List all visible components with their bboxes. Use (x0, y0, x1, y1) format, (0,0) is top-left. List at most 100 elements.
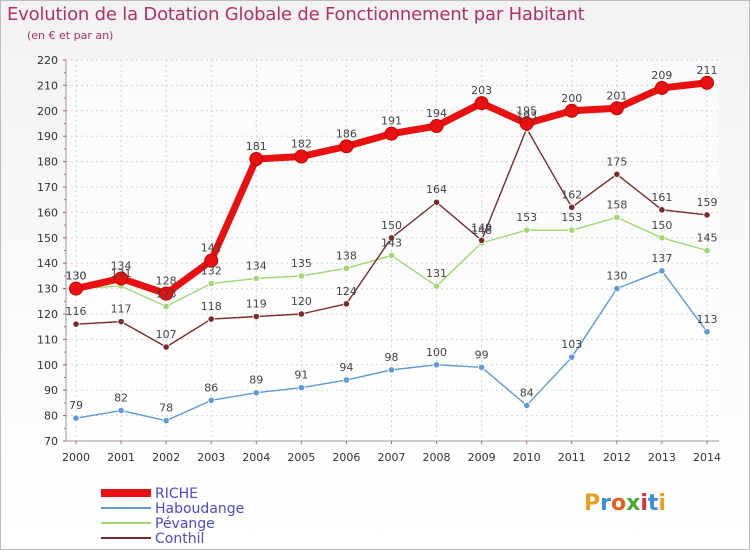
y-tick-label: 180 (37, 156, 58, 169)
y-tick-label: 130 (37, 283, 58, 296)
data-point-conthil (252, 312, 260, 321)
data-point-haboudange (703, 328, 711, 336)
data-point-haboudange (387, 366, 396, 374)
data-label-p-vange: 153 (561, 211, 582, 224)
logo-letter: t (647, 491, 659, 516)
data-label-riche: 130 (66, 270, 87, 283)
data-point-conthil (703, 211, 711, 219)
y-tick-label: 100 (37, 359, 58, 372)
data-label-haboudange: 113 (696, 313, 717, 326)
logo-letter: x (626, 491, 641, 516)
logo-letter: o (610, 491, 627, 516)
data-point-riche (159, 286, 174, 301)
data-label-haboudange: 94 (339, 361, 353, 374)
data-point-p-vange (297, 272, 305, 280)
y-tick-label: 170 (37, 181, 58, 194)
data-point-haboudange (297, 384, 305, 392)
data-label-riche: 211 (696, 64, 717, 77)
data-label-conthil: 119 (246, 298, 267, 311)
data-point-riche (474, 96, 489, 111)
data-label-riche: 141 (201, 242, 222, 255)
x-tick-label: 2003 (197, 451, 225, 464)
data-label-conthil: 107 (156, 328, 177, 341)
data-label-haboudange: 137 (651, 252, 672, 265)
data-point-haboudange (613, 284, 621, 293)
data-point-conthil (72, 320, 80, 328)
data-point-p-vange (387, 251, 396, 260)
data-point-p-vange (613, 213, 621, 222)
data-point-riche (519, 116, 534, 131)
y-tick-label: 70 (44, 435, 58, 448)
y-tick-label: 150 (37, 232, 58, 245)
data-label-riche: 191 (381, 115, 402, 128)
data-point-p-vange (252, 274, 260, 283)
data-label-haboudange: 130 (606, 270, 627, 283)
x-tick-label: 2013 (648, 451, 676, 464)
data-point-haboudange (117, 406, 125, 415)
plot-area (66, 60, 719, 441)
data-point-riche (114, 271, 129, 286)
data-point-p-vange (207, 279, 215, 288)
legend-label-haboudange: Haboudange (155, 501, 244, 517)
y-tick-label: 110 (37, 333, 58, 346)
data-point-riche (294, 149, 309, 164)
data-point-riche (69, 281, 83, 296)
data-point-riche (384, 126, 399, 141)
data-point-conthil (297, 310, 305, 318)
y-tick-label: 200 (37, 105, 58, 118)
data-point-riche (429, 119, 444, 134)
data-label-riche: 128 (156, 275, 177, 288)
logo-letter: i (658, 491, 666, 516)
x-tick-label: 2008 (423, 451, 451, 464)
data-point-conthil (658, 206, 666, 214)
data-point-haboudange (523, 401, 531, 410)
data-label-conthil: 120 (291, 295, 312, 308)
legend-label-p-vange: Pévange (155, 516, 215, 532)
data-label-conthil: 162 (561, 188, 582, 201)
data-label-p-vange: 148 (471, 224, 492, 237)
data-label-haboudange: 91 (294, 369, 308, 382)
grid (66, 59, 719, 442)
data-point-conthil (478, 236, 486, 244)
data-label-p-vange: 131 (426, 267, 447, 280)
proxiti-logo: Proxiti (584, 491, 666, 516)
data-label-conthil: 116 (66, 305, 87, 318)
y-tick-label: 140 (37, 257, 58, 270)
data-label-riche: 181 (246, 140, 267, 153)
data-point-conthil (117, 318, 125, 326)
data-point-p-vange (523, 226, 531, 234)
data-label-conthil: 193 (516, 110, 537, 123)
chart-title: Evolution de la Dotation Globale de Fonc… (7, 4, 585, 25)
data-point-p-vange (342, 264, 351, 272)
data-label-riche: 194 (426, 107, 447, 120)
y-tick-label: 80 (44, 410, 58, 423)
data-labels: 79 82 78 86 89 91 94 98 100 99 84 103 130 137 113 130 13… (66, 64, 718, 415)
data-label-p-vange: 150 (651, 219, 672, 232)
series (69, 75, 714, 425)
x-tick-label: 2011 (558, 451, 586, 464)
data-point-riche (609, 101, 624, 116)
x-tick-label: 2009 (468, 451, 496, 464)
data-point-p-vange (568, 226, 576, 234)
data-point-haboudange (252, 389, 260, 397)
data-label-p-vange: 131 (111, 267, 132, 280)
data-point-conthil (568, 203, 576, 211)
data-label-conthil: 175 (606, 155, 627, 168)
y-tick-label: 120 (37, 308, 58, 321)
data-point-haboudange (568, 353, 576, 361)
y-tick-label: 210 (37, 79, 58, 92)
data-point-conthil (432, 198, 441, 206)
data-label-conthil: 159 (696, 196, 717, 209)
x-tick-label: 2012 (603, 451, 631, 464)
data-label-conthil: 164 (426, 183, 447, 196)
data-label-haboudange: 103 (561, 338, 582, 351)
data-label-haboudange: 100 (426, 346, 447, 359)
y-tick-label: 90 (44, 384, 58, 397)
x-tick-label: 2014 (693, 451, 721, 464)
data-label-riche: 195 (516, 105, 537, 118)
data-label-riche: 203 (471, 84, 492, 97)
data-point-riche (654, 80, 669, 95)
data-label-p-vange: 130 (66, 270, 87, 283)
